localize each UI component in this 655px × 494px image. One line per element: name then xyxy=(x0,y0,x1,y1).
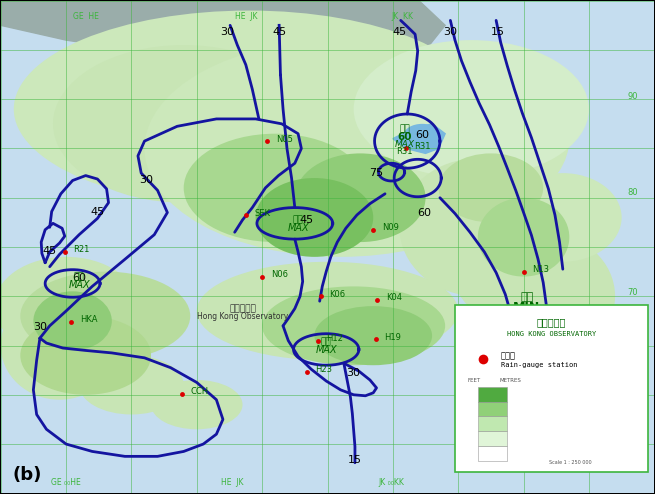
Ellipse shape xyxy=(439,154,543,222)
Text: 30: 30 xyxy=(443,27,457,37)
Text: Rain-gauge station: Rain-gauge station xyxy=(500,362,577,368)
Text: 60: 60 xyxy=(415,130,429,140)
Text: N13: N13 xyxy=(532,265,549,274)
Ellipse shape xyxy=(255,178,373,257)
Text: 60: 60 xyxy=(398,132,412,142)
Ellipse shape xyxy=(183,134,367,242)
Bar xyxy=(478,431,507,446)
Polygon shape xyxy=(1,0,445,65)
Text: (b): (b) xyxy=(12,465,42,484)
Ellipse shape xyxy=(20,316,151,395)
Ellipse shape xyxy=(33,291,112,350)
Polygon shape xyxy=(393,124,445,154)
Bar xyxy=(478,402,507,416)
Text: R31: R31 xyxy=(396,147,413,156)
Text: 45: 45 xyxy=(272,27,286,37)
Text: 30: 30 xyxy=(139,174,153,185)
Ellipse shape xyxy=(452,207,582,326)
Text: K06: K06 xyxy=(329,290,346,299)
Text: 60: 60 xyxy=(417,207,431,217)
Text: 60: 60 xyxy=(627,385,638,394)
Text: 75: 75 xyxy=(369,168,384,178)
Bar xyxy=(478,416,507,431)
Ellipse shape xyxy=(478,198,569,277)
Bar xyxy=(478,446,507,461)
Ellipse shape xyxy=(504,173,622,262)
Text: K04: K04 xyxy=(386,293,402,302)
Ellipse shape xyxy=(79,355,183,414)
Ellipse shape xyxy=(145,40,536,257)
Text: 90: 90 xyxy=(627,92,638,101)
Text: R31: R31 xyxy=(415,142,431,151)
Text: N05: N05 xyxy=(276,135,293,144)
Text: JK ₀₀KK: JK ₀₀KK xyxy=(379,478,405,487)
Text: 45: 45 xyxy=(392,27,407,37)
Text: 45: 45 xyxy=(42,246,56,256)
Text: METRES: METRES xyxy=(500,378,521,383)
Text: GE  HE: GE HE xyxy=(73,12,99,21)
Ellipse shape xyxy=(196,262,458,360)
Text: 45: 45 xyxy=(299,215,314,225)
Text: H12: H12 xyxy=(326,334,343,343)
Ellipse shape xyxy=(282,50,569,227)
Ellipse shape xyxy=(151,380,242,429)
Text: HE  JK: HE JK xyxy=(221,478,244,487)
Text: H23: H23 xyxy=(315,365,332,374)
Ellipse shape xyxy=(262,287,445,365)
Text: Hong Kong Observatory: Hong Kong Observatory xyxy=(197,312,288,322)
Text: HE  JK: HE JK xyxy=(234,12,257,21)
Text: 15: 15 xyxy=(348,455,362,465)
Ellipse shape xyxy=(1,291,119,400)
Text: HKA: HKA xyxy=(80,315,98,325)
Bar xyxy=(478,387,507,402)
Text: FEET: FEET xyxy=(468,378,481,383)
Text: 60: 60 xyxy=(72,273,86,283)
Ellipse shape xyxy=(314,306,432,365)
Text: 香港天文台: 香港天文台 xyxy=(536,317,566,327)
Text: 最高: 最高 xyxy=(74,272,84,281)
Text: 最高: 最高 xyxy=(293,215,303,224)
Text: 30: 30 xyxy=(33,322,48,332)
Ellipse shape xyxy=(14,10,484,207)
Text: 80: 80 xyxy=(627,188,638,197)
Text: MAX: MAX xyxy=(394,140,415,149)
Text: 雨量站: 雨量站 xyxy=(500,351,515,360)
Text: JK  KK: JK KK xyxy=(392,12,414,21)
Text: R21: R21 xyxy=(73,246,90,254)
Text: 45: 45 xyxy=(90,206,105,216)
Text: 最高: 最高 xyxy=(400,124,410,133)
Text: Scale 1 : 250 000: Scale 1 : 250 000 xyxy=(549,460,591,465)
Ellipse shape xyxy=(295,154,426,242)
Text: 香港天文台: 香港天文台 xyxy=(229,304,256,313)
Text: MAX: MAX xyxy=(315,345,337,356)
Text: MAX: MAX xyxy=(68,280,90,290)
Text: SEK: SEK xyxy=(254,208,271,217)
Text: N09: N09 xyxy=(382,223,399,232)
Text: CCH: CCH xyxy=(191,387,209,396)
Ellipse shape xyxy=(472,232,615,360)
Text: H19: H19 xyxy=(384,332,402,342)
Text: 最低: 最低 xyxy=(520,292,533,302)
Text: MAX: MAX xyxy=(288,223,309,233)
Ellipse shape xyxy=(53,45,314,203)
Text: 30: 30 xyxy=(346,368,361,377)
Ellipse shape xyxy=(404,124,441,146)
Ellipse shape xyxy=(20,272,190,360)
Ellipse shape xyxy=(0,257,138,355)
Text: HONG KONG OBSERVATORY: HONG KONG OBSERVATORY xyxy=(507,331,596,337)
Text: MIN: MIN xyxy=(514,300,540,314)
Ellipse shape xyxy=(354,40,589,178)
Text: 30: 30 xyxy=(221,27,234,37)
Text: 70: 70 xyxy=(627,288,638,297)
FancyBboxPatch shape xyxy=(455,305,648,472)
Text: GE ₀₀HE: GE ₀₀HE xyxy=(51,478,81,487)
Ellipse shape xyxy=(400,159,556,296)
Text: N06: N06 xyxy=(271,270,288,279)
Text: 15: 15 xyxy=(491,27,504,37)
Text: 最高: 最高 xyxy=(321,337,331,347)
